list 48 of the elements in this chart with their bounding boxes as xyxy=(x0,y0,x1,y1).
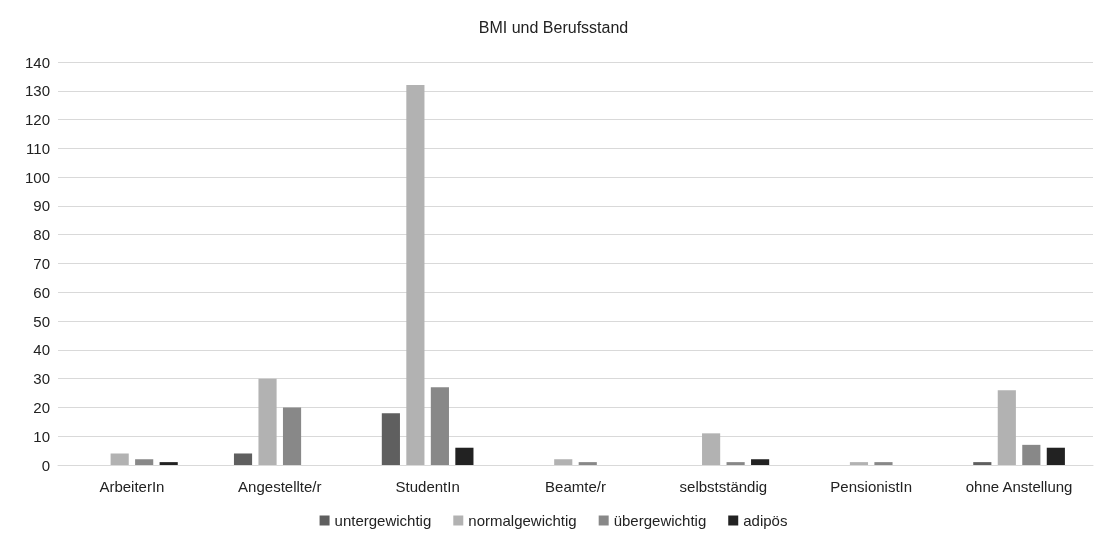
x-tick-label: Beamte/r xyxy=(545,478,606,495)
y-tick-label: 140 xyxy=(24,53,50,71)
bar xyxy=(997,390,1016,465)
bar xyxy=(1046,447,1065,465)
x-tick-label: Angestellte/r xyxy=(238,478,322,495)
legend-label: untergewichtig xyxy=(334,512,432,529)
legend-label: normalgewichtig xyxy=(468,512,577,529)
y-tick-label: 120 xyxy=(24,111,50,129)
bar xyxy=(874,462,893,465)
x-tick-label: ohne Anstellung xyxy=(965,478,1073,495)
chart-title: BMI und Berufsstand xyxy=(478,18,629,36)
y-tick-label: 50 xyxy=(33,312,50,330)
y-tick-label: 0 xyxy=(41,456,50,474)
y-tick-label: 10 xyxy=(33,427,50,445)
bar xyxy=(282,407,302,465)
bar xyxy=(455,447,474,465)
y-tick-label: 30 xyxy=(33,370,50,388)
bar xyxy=(726,462,745,465)
bar xyxy=(110,453,129,465)
y-tick-label: 60 xyxy=(33,283,50,301)
x-tick-label: selbstständig xyxy=(679,478,768,495)
x-tick-label: ArbeiterIn xyxy=(99,478,165,495)
bar xyxy=(159,462,178,465)
y-tick-label: 130 xyxy=(24,82,50,100)
bar xyxy=(751,459,770,465)
bar xyxy=(849,462,869,465)
bar xyxy=(258,378,277,465)
bar xyxy=(406,85,425,465)
y-tick-label: 70 xyxy=(33,255,50,272)
y-tick-label: 90 xyxy=(33,197,50,215)
bar xyxy=(233,453,253,465)
bar xyxy=(1022,444,1041,465)
x-tick-label: PensionistIn xyxy=(830,478,913,495)
y-tick-label: 110 xyxy=(26,139,50,157)
bar xyxy=(973,462,992,465)
bar xyxy=(578,462,597,465)
legend-label: übergewichtig xyxy=(613,512,707,529)
bar xyxy=(702,433,721,465)
bar xyxy=(381,413,400,465)
legend-label: adipös xyxy=(743,512,788,529)
y-tick-label: 100 xyxy=(24,168,50,186)
y-tick-label: 40 xyxy=(33,341,50,359)
bar xyxy=(430,387,449,465)
y-tick-label: 80 xyxy=(33,226,50,244)
x-tick-label: StudentIn xyxy=(395,478,460,495)
bar xyxy=(554,459,573,465)
bar xyxy=(135,459,154,465)
y-tick-label: 20 xyxy=(33,398,50,416)
